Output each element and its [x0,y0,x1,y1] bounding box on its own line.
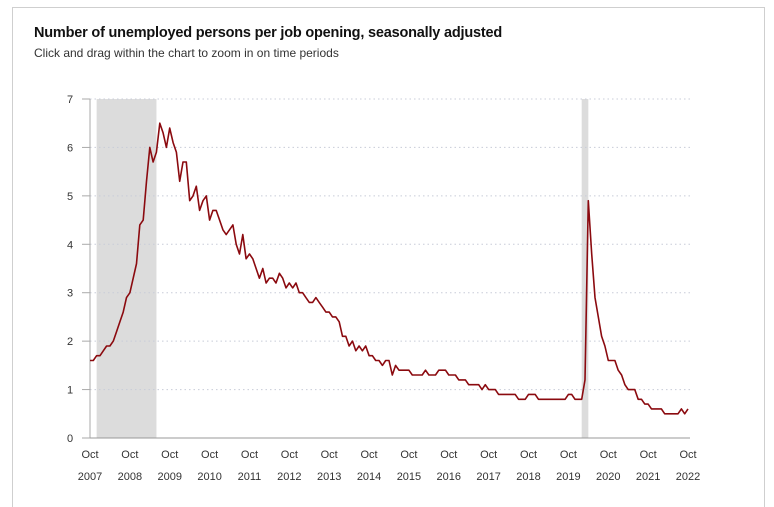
x-tick-year: 2019 [556,471,580,483]
y-tick-label: 4 [67,239,73,251]
x-tick-year: 2014 [357,471,381,483]
x-tick-month: Oct [679,449,696,461]
x-tick-month: Oct [161,449,178,461]
x-tick-year: 2007 [78,471,102,483]
y-tick-label: 2 [67,336,73,348]
x-tick-year: 2008 [118,471,142,483]
x-tick-month: Oct [201,449,218,461]
y-tick-label: 6 [67,142,73,154]
recession-bands [96,99,589,438]
x-tick-year: 2010 [197,471,221,483]
y-axis: 0 1 2 3 4 5 6 7 [67,94,91,445]
y-tick-label: 0 [67,433,73,445]
y-tick-label: 3 [67,288,73,300]
x-tick-month: Oct [480,449,497,461]
x-tick-month: Oct [81,449,98,461]
y-tick-label: 7 [67,94,73,106]
x-tick-month: Oct [121,449,138,461]
chart-title: Number of unemployed persons per job ope… [34,25,502,41]
x-tick-year: 2016 [437,471,461,483]
recession-band [581,99,589,438]
chart-subtitle: Click and drag within the chart to zoom … [34,46,339,60]
x-tick-year: 2009 [157,471,181,483]
x-tick-month: Oct [241,449,258,461]
gridlines [90,98,690,391]
x-tick-year: 2022 [676,471,700,483]
y-tick-label: 1 [67,385,73,397]
chart-container [12,7,765,507]
x-tick-month: Oct [440,449,457,461]
x-tick-month: Oct [400,449,417,461]
x-axis: Oct 2007 Oct 2008 Oct 2009 Oct 2010 Oct 2011 Oct 20… [78,437,700,483]
x-tick-month: Oct [281,449,298,461]
x-tick-year: 2018 [516,471,540,483]
x-tick-year: 2012 [277,471,301,483]
series-line [90,122,689,415]
x-tick-month: Oct [560,449,577,461]
x-tick-month: Oct [321,449,338,461]
x-tick-month: Oct [600,449,617,461]
x-tick-year: 2011 [238,471,262,483]
recession-band [96,99,157,438]
y-tick-label: 5 [67,191,73,203]
x-tick-month: Oct [520,449,537,461]
x-tick-year: 2017 [476,471,500,483]
x-tick-year: 2021 [636,471,660,483]
x-tick-month: Oct [361,449,378,461]
x-tick-year: 2013 [317,471,341,483]
x-tick-year: 2020 [596,471,620,483]
x-tick-year: 2015 [397,471,421,483]
x-tick-month: Oct [640,449,657,461]
